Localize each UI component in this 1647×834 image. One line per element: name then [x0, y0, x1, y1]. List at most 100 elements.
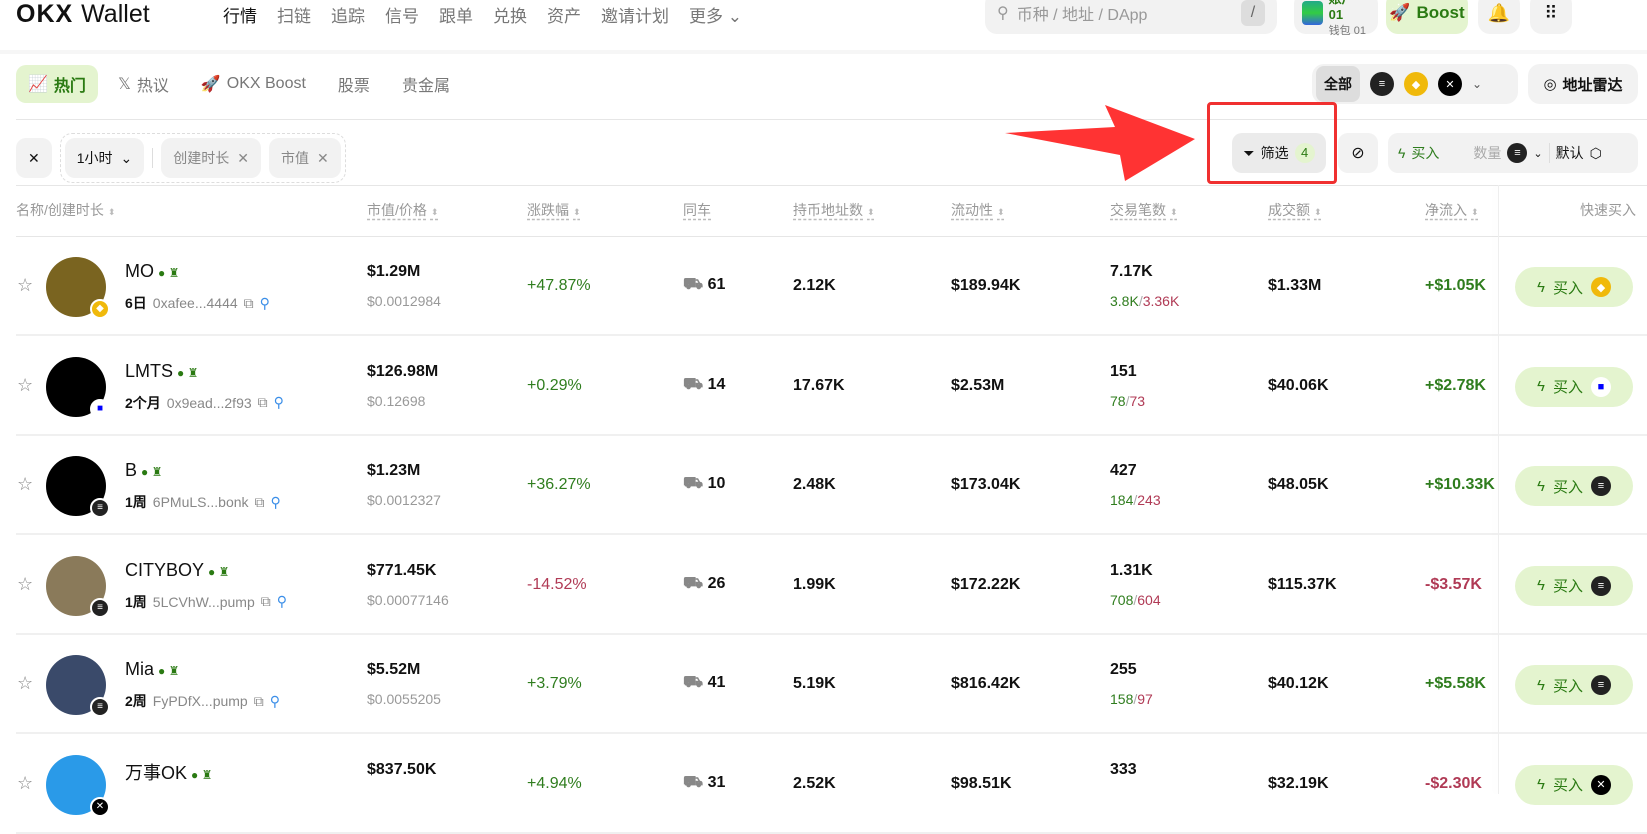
quick-buy-button[interactable]: ϟ 买入 ≡ [1515, 665, 1633, 705]
apps-button[interactable]: ⠿ [1530, 0, 1572, 34]
filter-chip-mcap[interactable]: 市值 ✕ [269, 138, 341, 178]
filter-chip-age[interactable]: 创建时长 ✕ [161, 138, 261, 178]
nav-item[interactable]: 邀请计划 [601, 7, 669, 26]
token-tags-icon: ● ♜ [191, 767, 213, 782]
table-row[interactable]: ☆ ≡ B ● ♜ 1周 6PMuLS...bonk ⧉ ⚲ $1.23M $0.001… [0, 436, 1647, 535]
tab-item[interactable]: 𝕏 热议 [117, 76, 169, 95]
copy-icon[interactable]: ⧉ [243, 294, 254, 311]
search-input[interactable]: ⚲ 币种 / 地址 / DApp / [985, 0, 1277, 34]
chain-selector[interactable]: 全部 ≡ ◆ ✕ ⌄ [1312, 64, 1518, 104]
table-row[interactable]: ☆ ■ LMTS ● ♜ 2个月 0x9ead...2f93 ⧉ ⚲ $126.98M … [0, 337, 1647, 436]
solana-icon[interactable]: ≡ [1370, 72, 1394, 96]
amount-input[interactable]: 数量 [1473, 145, 1502, 161]
column-header[interactable]: 交易笔数 ⬍ [1110, 202, 1178, 218]
quick-buy-button[interactable]: ϟ 买入 ■ [1515, 366, 1633, 407]
tab-item[interactable]: 贵金属 [401, 78, 450, 95]
column-header[interactable]: 持币地址数 ⬍ [793, 202, 875, 218]
table-row[interactable]: ☆ ≡ Mia ● ♜ 2周 FyPDfX...pump ⧉ ⚲ $5.52M $0.0… [0, 635, 1647, 734]
star-icon[interactable]: ☆ [17, 772, 34, 793]
token-name[interactable]: MO ● ♜ [125, 261, 180, 281]
okx-wallet-logo[interactable]: OKX Wallet [16, 0, 150, 28]
shortcut-hint: / [1241, 0, 1265, 26]
column-header[interactable]: 市值/价格 ⬍ [367, 202, 439, 218]
holders: 2.12K [793, 277, 836, 294]
tx-count: 1.31K [1110, 561, 1153, 579]
table-row[interactable]: ☆ ✕ 万事OK ● ♜ $837.50K +4.94% ⛟ 31 2.52K $… [0, 735, 1647, 834]
same-car[interactable]: ⛟ 41 [683, 674, 726, 691]
table-row[interactable]: ☆ ≡ CITYBOY ● ♜ 1周 5LCVhW...pump ⧉ ⚲ $771.45… [0, 536, 1647, 635]
liquidity: $2.53M [951, 376, 1005, 394]
solana-chain-icon: ≡ [90, 597, 110, 618]
same-car[interactable]: ⛟ 10 [683, 475, 726, 492]
star-icon[interactable]: ☆ [17, 474, 34, 494]
filter-icon: ⏷ [1243, 144, 1255, 161]
xlayer-icon[interactable]: ✕ [1438, 72, 1462, 96]
liquidity: $172.22K [951, 575, 1021, 593]
holders: 1.99K [793, 575, 836, 593]
tab-item[interactable]: 股票 [337, 78, 370, 95]
token-name[interactable]: 万事OK ● ♜ [125, 762, 213, 783]
solana-chain-icon: ≡ [90, 498, 110, 518]
token-name[interactable]: Mia ● ♜ [125, 659, 180, 679]
nav-item[interactable]: 信号 [385, 7, 419, 26]
token-name[interactable]: B ● ♜ [125, 460, 163, 480]
timeframe-select[interactable]: 1小时 ⌄ [64, 138, 145, 178]
star-icon[interactable]: ☆ [17, 673, 34, 693]
tab-item[interactable]: 🚀 OKX Boost [200, 75, 306, 93]
clear-filters-button[interactable]: ✕ [16, 138, 52, 178]
chevron-down-icon[interactable]: ⌄ [1472, 77, 1483, 91]
boost-button[interactable]: 🚀 Boost [1386, 0, 1468, 34]
nav-item[interactable]: 资产 [547, 7, 581, 26]
price: $0.12698 [367, 392, 426, 409]
hide-toggle-button[interactable]: ⊘ [1338, 133, 1378, 173]
copy-icon[interactable]: ⧉ [254, 493, 265, 510]
token-name[interactable]: CITYBOY ● ♜ [125, 559, 230, 580]
nav-item[interactable]: 兑换 [493, 7, 527, 26]
lightning-icon: ϟ [1398, 145, 1406, 161]
buy-sell-count: 708/604 [1110, 591, 1161, 608]
notifications-button[interactable]: 🔔 [1478, 0, 1520, 34]
solana-icon[interactable]: ≡ [1507, 143, 1528, 163]
same-car[interactable]: ⛟ 31 [683, 773, 726, 791]
column-header[interactable]: 涨跌幅 ⬍ [527, 202, 581, 218]
sort-icon: ⬍ [430, 207, 439, 217]
tab-item[interactable]: 📈 热门 [16, 65, 98, 103]
address-radar-button[interactable]: ◎ 地址雷达 [1528, 64, 1638, 104]
quick-buy-button[interactable]: ϟ 买入 ≡ [1515, 565, 1633, 606]
same-car[interactable]: ⛟ 14 [683, 375, 726, 393]
quick-buy-button[interactable]: ϟ 买入 ✕ [1515, 764, 1633, 805]
nav-item[interactable]: 跟单 [439, 7, 473, 26]
same-car[interactable]: ⛟ 61 [683, 276, 726, 293]
sticky-column-edge [1498, 185, 1499, 794]
copy-icon[interactable]: ⧉ [260, 593, 271, 609]
star-icon[interactable]: ☆ [17, 374, 34, 395]
divider [16, 632, 1647, 635]
filter-button[interactable]: ⏷ 筛选 4 [1232, 133, 1326, 173]
table-row[interactable]: ☆ ◆ MO ● ♜ 6日 0xafee...4444 ⧉ ⚲ $1.29M $0.00… [0, 237, 1647, 336]
solana-icon: ≡ [1590, 575, 1611, 596]
copy-icon[interactable]: ⧉ [257, 394, 268, 410]
star-icon[interactable]: ☆ [17, 573, 34, 594]
column-header[interactable]: 流动性 ⬍ [951, 202, 1005, 218]
quick-buy-button[interactable]: ϟ 买入 ◆ [1515, 267, 1633, 307]
column-header[interactable]: 成交额 ⬍ [1268, 202, 1322, 218]
bnb-icon[interactable]: ◆ [1404, 72, 1428, 96]
nav-item[interactable]: 追踪 [331, 7, 365, 26]
same-car[interactable]: ⛟ 26 [683, 574, 726, 592]
column-header[interactable]: 净流入 ⬍ [1425, 202, 1479, 218]
nav-item[interactable]: 扫链 [277, 7, 311, 26]
chain-all[interactable]: 全部 [1316, 66, 1360, 102]
copy-icon[interactable]: ⧉ [253, 692, 264, 709]
token-name[interactable]: LMTS ● ♜ [125, 360, 199, 381]
preset-select[interactable]: 默认 [1548, 143, 1584, 163]
divider [16, 433, 1647, 436]
price-change: +4.94% [527, 774, 582, 792]
nav-item[interactable]: 行情 [223, 7, 257, 26]
nav-item[interactable]: 更多 ⌄ [689, 7, 742, 26]
price: $0.0012327 [367, 492, 441, 508]
star-icon[interactable]: ☆ [17, 275, 34, 295]
quick-buy-button[interactable]: ϟ 买入 ≡ [1515, 466, 1633, 506]
car-icon: ⛟ [683, 574, 704, 592]
settings-icon[interactable]: ⬡ [1589, 144, 1602, 161]
